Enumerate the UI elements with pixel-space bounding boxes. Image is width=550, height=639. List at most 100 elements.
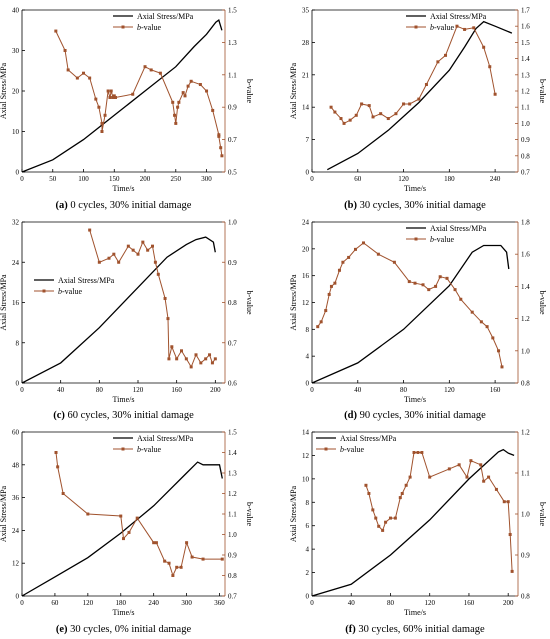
b-value-marker — [131, 248, 135, 252]
legend-b-label: b-value — [137, 445, 161, 454]
x-tick-label: 240 — [148, 599, 159, 607]
x-tick-label: 250 — [171, 175, 182, 183]
b-value-marker — [163, 296, 167, 300]
x-tick-label: 120 — [133, 386, 144, 394]
b-value-marker — [367, 492, 371, 495]
b-value-marker — [316, 325, 320, 329]
x-tick-label: 300 — [201, 175, 212, 183]
panel-f: 0 40 80 120 160 200 Time/s 0 2 4 6 8 10 12 14 Axial Str… — [289, 429, 547, 636]
x-tick-label: 120 — [83, 599, 94, 607]
b-value-marker — [107, 256, 111, 260]
legend-b-label: b-value — [340, 445, 364, 454]
b-value-marker — [500, 365, 504, 369]
b-value-marker — [204, 357, 208, 361]
panel-b: 0 60 120 180 240 Time/s 0 7 14 21 28 35 Axial Stress… — [289, 7, 547, 212]
panel-caption: (d) 90 cycles, 30% initial damage — [344, 410, 486, 421]
x-tick-label: 180 — [116, 599, 127, 607]
y-right-tick-label: 1.5 — [228, 429, 237, 437]
y-right-axis-title: b-value — [538, 502, 547, 526]
b-value-marker — [427, 288, 431, 292]
panel-c: 0 40 80 120 160 200 Time/s 0 8 16 24 32 Axial Stress… — [0, 219, 254, 422]
legend: Axial Stress/MPa b-value — [406, 12, 487, 32]
b-value-marker — [337, 268, 341, 272]
b-value-marker — [174, 121, 178, 125]
b-value-marker — [459, 297, 463, 301]
b-value-marker — [56, 465, 60, 469]
legend: Axial Stress/MPa b-value — [316, 434, 397, 454]
b-value-marker — [329, 105, 333, 109]
y-right-tick-label: 1.0 — [228, 531, 237, 539]
b-value-marker — [82, 71, 86, 75]
y-left-tick-label: 14 — [302, 429, 310, 437]
b-value-marker — [444, 53, 448, 57]
y-left-axis-title: Axial Stress/MPa — [289, 62, 298, 119]
b-value-marker — [220, 557, 224, 561]
y-left-tick-label: 10 — [12, 128, 20, 136]
b-value-marker — [217, 133, 221, 137]
y-right-tick-label: 1.1 — [521, 470, 530, 478]
panel-caption: (a) 0 cycles, 30% initial damage — [56, 200, 192, 211]
y-right-axis-title: b-value — [245, 291, 254, 315]
y-left-tick-label: 8 — [16, 339, 20, 347]
y-left-tick-label: 12 — [302, 299, 310, 307]
y-right-tick-label: 0.7 — [521, 169, 530, 177]
y-right-tick-label: 1.6 — [521, 23, 530, 31]
x-axis-title: Time/s — [404, 608, 426, 617]
b-value-marker — [413, 281, 417, 285]
y-left-tick-label: 8 — [306, 499, 310, 507]
y-right-tick-label: 0.9 — [228, 259, 237, 267]
y-right-tick-label: 0.5 — [228, 169, 237, 177]
x-tick-label: 300 — [181, 599, 192, 607]
b-value-marker — [465, 475, 469, 479]
b-value-marker — [493, 92, 497, 96]
legend-stress-label: Axial Stress/MPa — [58, 276, 115, 285]
b-value-marker — [103, 113, 107, 117]
x-axis-title: Time/s — [113, 608, 135, 617]
b-value-marker — [469, 459, 473, 463]
b-value-marker — [404, 483, 408, 487]
y-right-tick-label: 1.4 — [521, 283, 530, 291]
y-right-tick-label: 1.6 — [521, 251, 530, 259]
y-left-tick-label: 16 — [302, 272, 310, 280]
y-left-tick-label: 4 — [306, 546, 310, 554]
b-value-marker — [186, 84, 190, 88]
b-value-marker — [472, 26, 476, 30]
x-tick-label: 50 — [49, 175, 57, 183]
y-left-tick-label: 12 — [12, 560, 20, 568]
b-value-marker — [151, 244, 154, 248]
x-tick-label: 40 — [57, 386, 65, 394]
b-value-marker — [420, 451, 424, 454]
y-left-tick-label: 24 — [12, 527, 20, 535]
b-value-marker — [367, 104, 371, 108]
b-value-marker — [219, 146, 223, 150]
x-tick-label: 160 — [464, 599, 475, 607]
x-tick-label: 80 — [400, 386, 408, 394]
b-value-marker — [502, 500, 506, 504]
y-left-tick-label: 14 — [302, 104, 310, 112]
axial-stress-line — [21, 236, 216, 384]
legend-b-label: b-value — [58, 287, 82, 296]
b-value-marker — [111, 95, 115, 99]
y-left-tick-label: 16 — [12, 299, 20, 307]
b-value-marker — [210, 361, 214, 365]
b-value-marker — [201, 557, 205, 561]
b-value-marker — [194, 353, 198, 357]
b-value-marker — [470, 310, 474, 314]
b-value-marker — [114, 95, 118, 99]
b-value-marker — [156, 272, 160, 276]
b-value-marker — [319, 320, 323, 324]
x-tick-label: 180 — [444, 175, 455, 183]
y-right-tick-label: 0.8 — [521, 593, 530, 601]
b-value-marker — [333, 281, 337, 285]
y-right-tick-label: 1.5 — [228, 7, 237, 15]
b-value-marker — [117, 260, 121, 264]
y-left-axis-title: Axial Stress/MPa — [0, 485, 8, 542]
x-tick-label: 200 — [210, 386, 221, 394]
y-right-tick-label: 1.2 — [521, 315, 530, 323]
y-left-tick-label: 0 — [306, 169, 310, 177]
b-value-marker — [75, 76, 79, 80]
b-value-marker — [63, 49, 67, 52]
b-value-marker — [508, 533, 512, 536]
x-tick-label: 200 — [503, 599, 514, 607]
x-tick-label: 80 — [387, 599, 395, 607]
